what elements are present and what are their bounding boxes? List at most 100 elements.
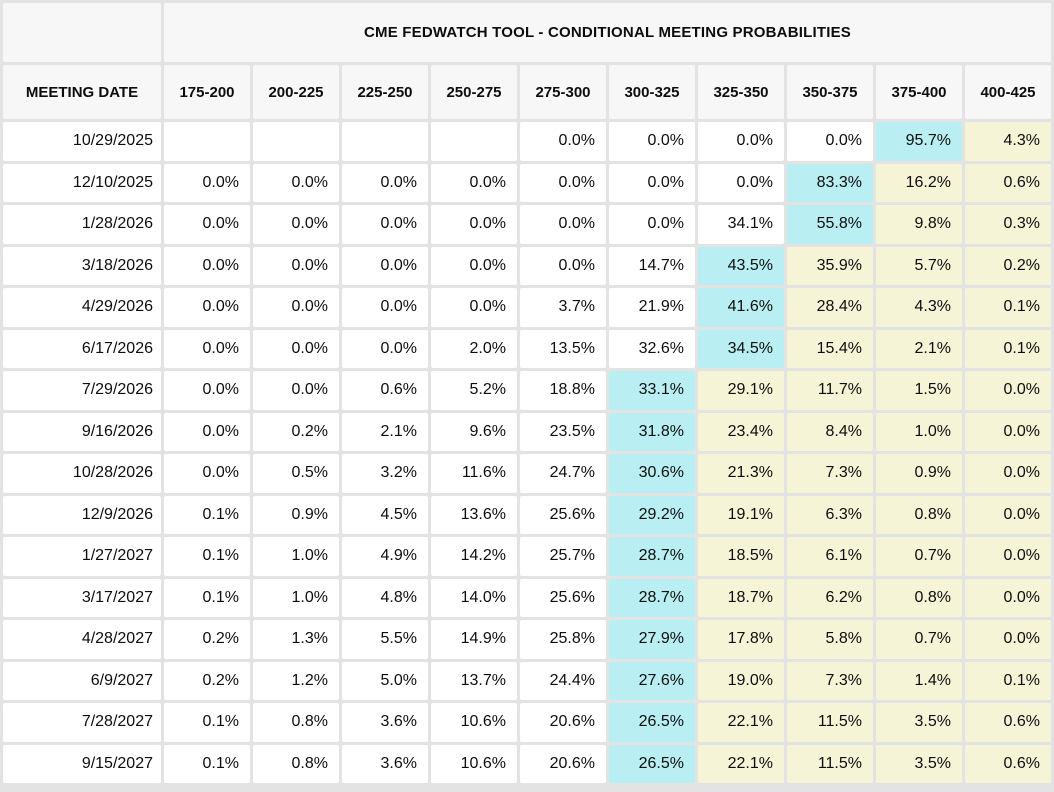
probability-cell: 11.6% bbox=[431, 454, 517, 493]
meeting-date-cell: 9/15/2027 bbox=[3, 744, 161, 783]
probability-cell: 0.2% bbox=[164, 661, 250, 700]
probability-cell: 31.8% bbox=[609, 412, 695, 451]
probability-cell: 0.0% bbox=[431, 163, 517, 202]
probability-cell: 0.0% bbox=[342, 205, 428, 244]
rate-range-header-250-275: 250-275 bbox=[431, 65, 517, 119]
probability-cell: 0.0% bbox=[609, 122, 695, 161]
probability-cell: 10.6% bbox=[431, 744, 517, 783]
probability-cell: 18.7% bbox=[698, 578, 784, 617]
probability-cell: 9.8% bbox=[876, 205, 962, 244]
probability-cell: 0.0% bbox=[431, 288, 517, 327]
probability-cell: 1.2% bbox=[253, 661, 339, 700]
probability-cell: 14.9% bbox=[431, 620, 517, 659]
probability-cell: 11.5% bbox=[787, 703, 873, 742]
probability-cell: 0.0% bbox=[253, 288, 339, 327]
probability-cell: 0.0% bbox=[965, 537, 1051, 576]
probability-cell: 20.6% bbox=[520, 744, 606, 783]
probability-cell: 0.0% bbox=[253, 163, 339, 202]
probability-cell: 9.6% bbox=[431, 412, 517, 451]
probability-cell: 1.3% bbox=[253, 620, 339, 659]
probability-cell: 0.0% bbox=[253, 329, 339, 368]
probability-cell: 5.0% bbox=[342, 661, 428, 700]
meeting-row: 12/9/2026 0.1% 0.9% 4.5% 13.6% 25.6% 29.2% 19.1… bbox=[3, 495, 1051, 534]
probability-cell: 0.6% bbox=[965, 744, 1051, 783]
column-header-row: MEETING DATE 175-200 200-225 225-250 250-27… bbox=[3, 65, 1051, 119]
probability-cell: 3.6% bbox=[342, 703, 428, 742]
probability-cell: 3.5% bbox=[876, 703, 962, 742]
probability-cell: 0.7% bbox=[876, 537, 962, 576]
meeting-row: 1/28/2026 0.0% 0.0% 0.0% 0.0% 0.0% 0.0% 34.1% 55… bbox=[3, 205, 1051, 244]
meeting-date-cell: 4/28/2027 bbox=[3, 620, 161, 659]
probability-cell: 0.0% bbox=[698, 163, 784, 202]
probability-cell: 0.0% bbox=[698, 122, 784, 161]
meeting-row: 12/10/2025 0.0% 0.0% 0.0% 0.0% 0.0% 0.0% 0.0% 83… bbox=[3, 163, 1051, 202]
probability-cell: 13.6% bbox=[431, 495, 517, 534]
probability-cell: 0.9% bbox=[876, 454, 962, 493]
probability-cell: 34.1% bbox=[698, 205, 784, 244]
probability-cell: 18.8% bbox=[520, 371, 606, 410]
probability-cell: 25.8% bbox=[520, 620, 606, 659]
probability-cell: 18.5% bbox=[698, 537, 784, 576]
probability-cell: 0.0% bbox=[164, 288, 250, 327]
probability-cell: 14.2% bbox=[431, 537, 517, 576]
probability-cell: 27.6% bbox=[609, 661, 695, 700]
meeting-date-cell: 1/27/2027 bbox=[3, 537, 161, 576]
probability-cell: 0.0% bbox=[431, 205, 517, 244]
probability-cell: 14.0% bbox=[431, 578, 517, 617]
probability-cell: 4.3% bbox=[876, 288, 962, 327]
probability-cell: 83.3% bbox=[787, 163, 873, 202]
probability-cell: 2.1% bbox=[342, 412, 428, 451]
probability-cell: 10.6% bbox=[431, 703, 517, 742]
probability-cell: 0.0% bbox=[609, 205, 695, 244]
probability-cell: 0.0% bbox=[253, 371, 339, 410]
probability-cell: 19.0% bbox=[698, 661, 784, 700]
probability-cell: 3.5% bbox=[876, 744, 962, 783]
probability-cell: 0.0% bbox=[342, 329, 428, 368]
probability-cell: 23.4% bbox=[698, 412, 784, 451]
meeting-date-cell: 7/28/2027 bbox=[3, 703, 161, 742]
probability-cell: 35.9% bbox=[787, 246, 873, 285]
rate-range-header-300-325: 300-325 bbox=[609, 65, 695, 119]
meeting-date-cell: 7/29/2026 bbox=[3, 371, 161, 410]
probability-rows: 10/29/2025 0.0% 0.0% 0.0% 0.0% 95.7% 4.3% 12/10… bbox=[3, 122, 1051, 783]
probability-cell: 21.3% bbox=[698, 454, 784, 493]
probability-cell: 0.0% bbox=[520, 122, 606, 161]
probability-cell: 0.8% bbox=[876, 578, 962, 617]
probability-cell: 0.0% bbox=[520, 205, 606, 244]
probability-cell: 0.1% bbox=[164, 537, 250, 576]
meeting-date-cell: 3/18/2026 bbox=[3, 246, 161, 285]
probability-cell: 0.0% bbox=[164, 163, 250, 202]
probability-cell: 26.5% bbox=[609, 703, 695, 742]
meeting-row: 6/17/2026 0.0% 0.0% 0.0% 2.0% 13.5% 32.6% 34.5%… bbox=[3, 329, 1051, 368]
probability-cell: 28.4% bbox=[787, 288, 873, 327]
probability-cell: 0.0% bbox=[965, 412, 1051, 451]
meeting-date-cell: 6/17/2026 bbox=[3, 329, 161, 368]
probability-cell: 11.7% bbox=[787, 371, 873, 410]
probability-cell: 7.3% bbox=[787, 454, 873, 493]
meeting-row: 6/9/2027 0.2% 1.2% 5.0% 13.7% 24.4% 27.6% 19.0%… bbox=[3, 661, 1051, 700]
probability-cell: 7.3% bbox=[787, 661, 873, 700]
probability-cell: 0.0% bbox=[164, 454, 250, 493]
rate-range-header-175-200: 175-200 bbox=[164, 65, 250, 119]
probability-cell: 21.9% bbox=[609, 288, 695, 327]
probability-cell: 0.8% bbox=[253, 703, 339, 742]
probability-cell: 3.2% bbox=[342, 454, 428, 493]
probability-cell: 27.9% bbox=[609, 620, 695, 659]
probability-cell: 0.1% bbox=[965, 329, 1051, 368]
meeting-row: 3/17/2027 0.1% 1.0% 4.8% 14.0% 25.6% 28.7% 18.7… bbox=[3, 578, 1051, 617]
probability-cell: 0.8% bbox=[253, 744, 339, 783]
meeting-date-cell: 12/9/2026 bbox=[3, 495, 161, 534]
meeting-row: 9/15/2027 0.1% 0.8% 3.6% 10.6% 20.6% 26.5% 22.1… bbox=[3, 744, 1051, 783]
probability-cell: 95.7% bbox=[876, 122, 962, 161]
meeting-date-cell: 6/9/2027 bbox=[3, 661, 161, 700]
meeting-date-cell: 12/10/2025 bbox=[3, 163, 161, 202]
probability-cell: 0.0% bbox=[431, 246, 517, 285]
rate-range-header-375-400: 375-400 bbox=[876, 65, 962, 119]
probability-cell: 13.5% bbox=[520, 329, 606, 368]
title-row: CME FEDWATCH TOOL - CONDITIONAL MEETING … bbox=[3, 3, 1051, 62]
probability-cell: 0.1% bbox=[965, 661, 1051, 700]
probability-cell: 3.6% bbox=[342, 744, 428, 783]
meeting-row: 7/29/2026 0.0% 0.0% 0.6% 5.2% 18.8% 33.1% 29.1%… bbox=[3, 371, 1051, 410]
probability-cell: 0.1% bbox=[164, 744, 250, 783]
